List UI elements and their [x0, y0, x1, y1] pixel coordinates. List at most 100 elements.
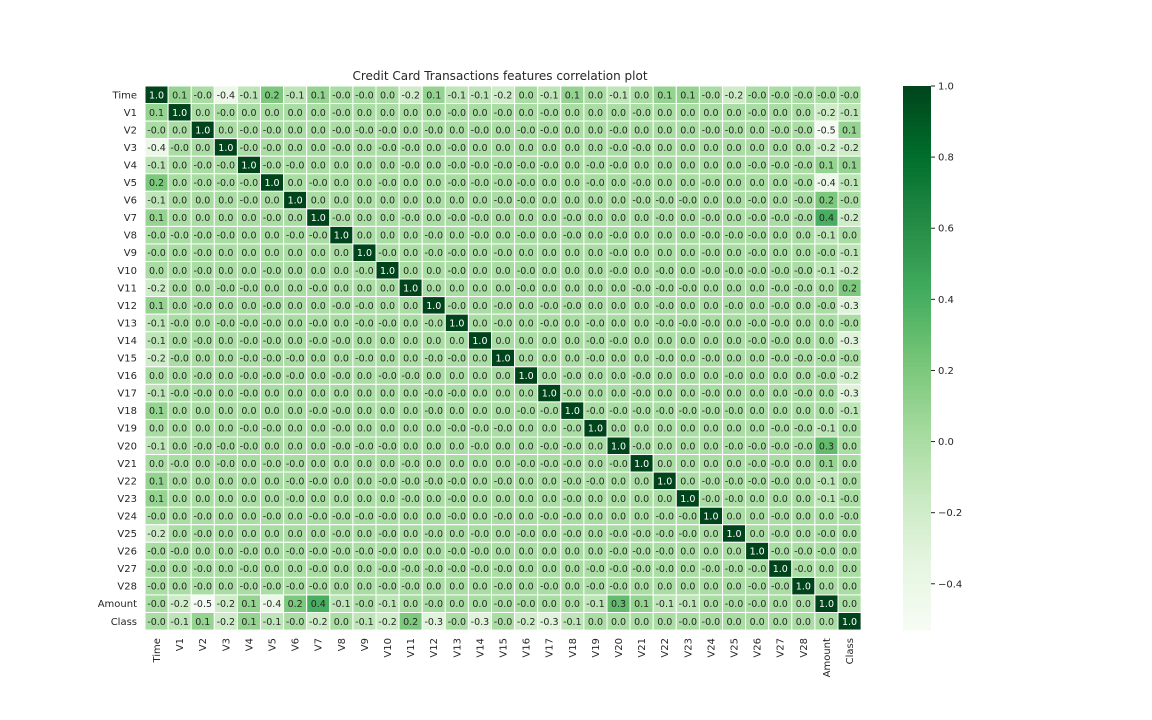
cell-value-label: 1.0: [472, 336, 487, 347]
colorbar-segment: [903, 353, 931, 359]
cell-value-label: -0.0: [655, 529, 674, 540]
x-tick-label-V13: V13: [452, 638, 463, 658]
cell-value-label: 0.0: [611, 318, 626, 329]
cell-value-label: -0.0: [193, 371, 212, 382]
cell-value-label: 0.0: [195, 108, 210, 119]
cell-value-label: 0.0: [403, 231, 418, 242]
cell-value-label: -0.0: [563, 371, 582, 382]
cell-value-label: -0.0: [424, 248, 443, 259]
cell-value-label: -0.0: [725, 406, 744, 417]
cell-value-label: 1.0: [657, 476, 672, 487]
cell-value-label: -0.5: [193, 599, 212, 610]
cell-value-label: -0.0: [609, 336, 628, 347]
cell-value-label: -0.0: [517, 459, 536, 470]
colorbar-segment: [903, 344, 931, 350]
cell-value-label: -0.0: [263, 266, 282, 277]
cell-value-label: 0.0: [195, 406, 210, 417]
y-tick-label-V17: V17: [117, 389, 137, 400]
cell-value-label: 0.0: [218, 301, 233, 312]
colorbar-segment: [903, 453, 931, 459]
cell-value-label: 0.0: [426, 459, 441, 470]
cell-value-label: -0.0: [309, 336, 328, 347]
cell-value-label: 0.0: [311, 248, 326, 259]
cell-value-label: -0.0: [217, 283, 236, 294]
cell-value-label: 0.0: [380, 231, 395, 242]
cell-value-label: 0.0: [403, 248, 418, 259]
cell-value-label: -0.0: [748, 582, 767, 593]
cell-value-label: 0.0: [172, 494, 187, 505]
cell-value-label: 0.0: [264, 494, 279, 505]
cell-value-label: 0.0: [588, 301, 603, 312]
cell-value-label: 0.0: [726, 617, 741, 628]
cell-value-label: -0.0: [494, 564, 513, 575]
colorbar-segment: [903, 312, 931, 318]
cell-value-label: -0.1: [378, 599, 397, 610]
cell-value-label: 0.0: [403, 511, 418, 522]
cell-value-label: -0.0: [286, 476, 305, 487]
cell-value-label: -0.0: [609, 582, 628, 593]
colorbar-segment: [903, 584, 931, 590]
cell-value-label: 0.1: [149, 406, 164, 417]
cell-value-label: 0.0: [519, 301, 534, 312]
cell-value-label: -0.0: [794, 354, 813, 365]
colorbar-tick-label: 0.4: [938, 295, 954, 306]
cell-value-label: -0.0: [170, 547, 189, 558]
cell-value-label: 0.0: [519, 248, 534, 259]
cell-value-label: 0.0: [750, 406, 765, 417]
cell-value-label: -0.0: [540, 406, 559, 417]
cell-value-label: 0.0: [519, 582, 534, 593]
cell-value-label: -0.0: [517, 283, 536, 294]
cell-value-label: 0.0: [726, 582, 741, 593]
cell-value-label: -0.0: [771, 547, 790, 558]
cell-value-label: -0.0: [494, 476, 513, 487]
y-tick-label-V3: V3: [124, 143, 137, 154]
cell-value-label: 0.0: [796, 617, 811, 628]
cell-value-label: -0.0: [817, 248, 836, 259]
cell-value-label: 0.0: [634, 494, 649, 505]
colorbar-segment: [903, 158, 931, 164]
cell-value-label: 0.0: [472, 301, 487, 312]
cell-value-label: -0.0: [147, 125, 166, 136]
y-tick-label-Time: Time: [112, 90, 137, 101]
cell-value-label: 0.0: [311, 529, 326, 540]
cell-value-label: 0.0: [819, 318, 834, 329]
cell-value-label: -0.0: [702, 354, 721, 365]
cell-value-label: 0.0: [495, 266, 510, 277]
cell-value-label: 0.0: [842, 231, 857, 242]
cell-value-label: -0.2: [217, 617, 236, 628]
x-tick-labels: Time V1 V2 V3 V4 V5 V6 V7 V8 V9 V10 V11 V12 V13 V14 V15…: [152, 638, 856, 677]
cell-value-label: 0.0: [773, 617, 788, 628]
cell-value-label: 0.0: [334, 389, 349, 400]
cell-value-label: 0.0: [311, 196, 326, 207]
cell-value-label: -0.0: [817, 547, 836, 558]
cell-value-label: 0.0: [172, 266, 187, 277]
cell-value-label: 0.0: [495, 283, 510, 294]
cell-value-label: 0.0: [334, 318, 349, 329]
x-tick-label-V26: V26: [753, 638, 764, 658]
cell-value-label: 0.0: [819, 582, 834, 593]
cell-value-label: 0.0: [796, 529, 811, 540]
cell-value-label: 0.0: [472, 108, 487, 119]
cell-value-label: -0.1: [147, 160, 166, 171]
cell-value-label: -0.0: [517, 196, 536, 207]
cell-value-label: 0.0: [680, 301, 695, 312]
colorbar-segment: [903, 144, 931, 151]
x-tick-label-V18: V18: [568, 638, 579, 658]
cell-value-label: 0.0: [680, 108, 695, 119]
cell-value-label: 0.0: [495, 125, 510, 136]
cell-value-label: 0.0: [842, 529, 857, 540]
cell-value-label: -0.0: [748, 564, 767, 575]
colorbar-segment: [903, 385, 931, 391]
cell-value-label: -0.0: [748, 160, 767, 171]
cell-value-label: 0.0: [334, 476, 349, 487]
cell-value-label: -0.0: [655, 301, 674, 312]
colorbar-segment: [903, 362, 931, 368]
x-tick-label-V4: V4: [244, 638, 255, 651]
colorbar-segment: [903, 607, 931, 613]
cell-value-label: -0.0: [378, 125, 397, 136]
cell-value-label: 0.0: [519, 108, 534, 119]
cell-value-label: 0.0: [357, 476, 372, 487]
cell-value-label: -0.0: [355, 301, 374, 312]
cell-value-label: 0.0: [726, 248, 741, 259]
cell-value-label: 0.0: [634, 582, 649, 593]
